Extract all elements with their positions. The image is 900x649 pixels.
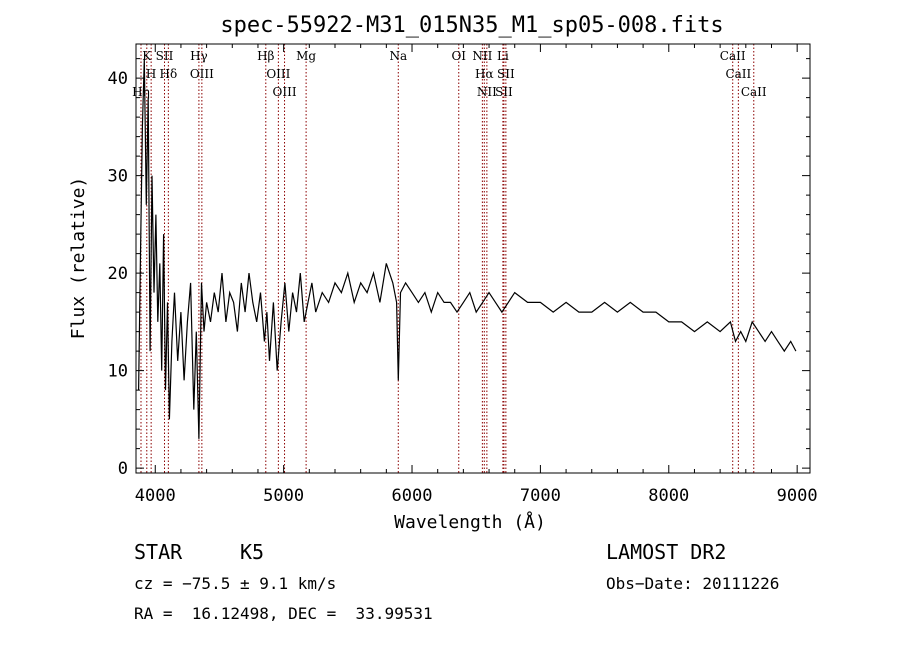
x-tick-label: 7000 [520, 486, 561, 506]
y-axis-ticks: 0 10 20 30 40 [108, 58, 810, 479]
spectral-marker-label: CaII [720, 49, 746, 63]
spectral-marker-label: H [146, 67, 156, 81]
redshift-text: cz = −75.5 ± 9.1 km/s [134, 574, 337, 593]
spectral-marker-label: Li [497, 49, 509, 63]
subclass-label: K5 [240, 540, 265, 564]
spectral-marker-label: Hγ [190, 49, 208, 63]
spectral-marker-label: Mg [296, 49, 316, 63]
spectral-line-markers [140, 44, 755, 473]
coordinates-text: RA = 16.12498, DEC = 33.99531 [134, 604, 433, 623]
spectral-marker-label: OIII [266, 67, 290, 81]
spectral-marker-label: Hβ [257, 49, 274, 63]
x-tick-label: 9000 [777, 486, 818, 506]
spectral-marker-label: K [142, 49, 152, 63]
spectral-marker-label: NII [477, 85, 497, 99]
spectral-marker-label: SII [156, 49, 174, 63]
y-tick-label: 20 [108, 264, 128, 284]
spectral-marker-label: OI [451, 49, 466, 63]
spectral-marker-label: Hδ [160, 67, 178, 81]
obs-date-text: Obs−Date: 20111226 [606, 574, 780, 593]
spectral-marker-label: Na [389, 49, 407, 63]
spectral-marker-label: CaII [725, 67, 751, 81]
y-tick-label: 30 [108, 167, 128, 187]
spectral-marker-label: Hα [475, 67, 494, 81]
x-tick-label: 4000 [135, 486, 176, 506]
x-tick-label: 6000 [392, 486, 433, 506]
chart-title: spec-55922-M31_015N35_M1_sp05-008.fits [220, 13, 723, 38]
spectral-marker-label: SII [495, 85, 513, 99]
class-label: STAR [134, 540, 183, 564]
spectral-marker-label: CaII [741, 85, 767, 99]
spectral-marker-label: OIII [273, 85, 297, 99]
x-axis-ticks: 4000 5000 6000 7000 8000 9000 [135, 44, 818, 506]
spectral-marker-label: Hη [132, 85, 150, 99]
x-tick-label: 8000 [648, 486, 689, 506]
spectrum-line [138, 58, 797, 439]
y-axis-label: Flux (relative) [68, 177, 89, 340]
spectral-marker-label: SII [497, 67, 515, 81]
spectral-line-labels: KH Hη SII Hδ Hγ OIII Hβ OIII OIII Mg Na OI NII Hα NII L… [132, 49, 767, 99]
survey-label: LAMOST DR2 [606, 540, 727, 564]
y-tick-label: 10 [108, 362, 128, 382]
y-tick-label: 0 [118, 459, 128, 479]
x-axis-label: Wavelength (Å) [394, 511, 546, 533]
plot-frame [135, 43, 811, 474]
y-tick-label: 40 [108, 69, 128, 89]
x-tick-label: 5000 [263, 486, 304, 506]
spectral-marker-label: OIII [190, 67, 214, 81]
spectral-marker-label: NII [472, 49, 492, 63]
